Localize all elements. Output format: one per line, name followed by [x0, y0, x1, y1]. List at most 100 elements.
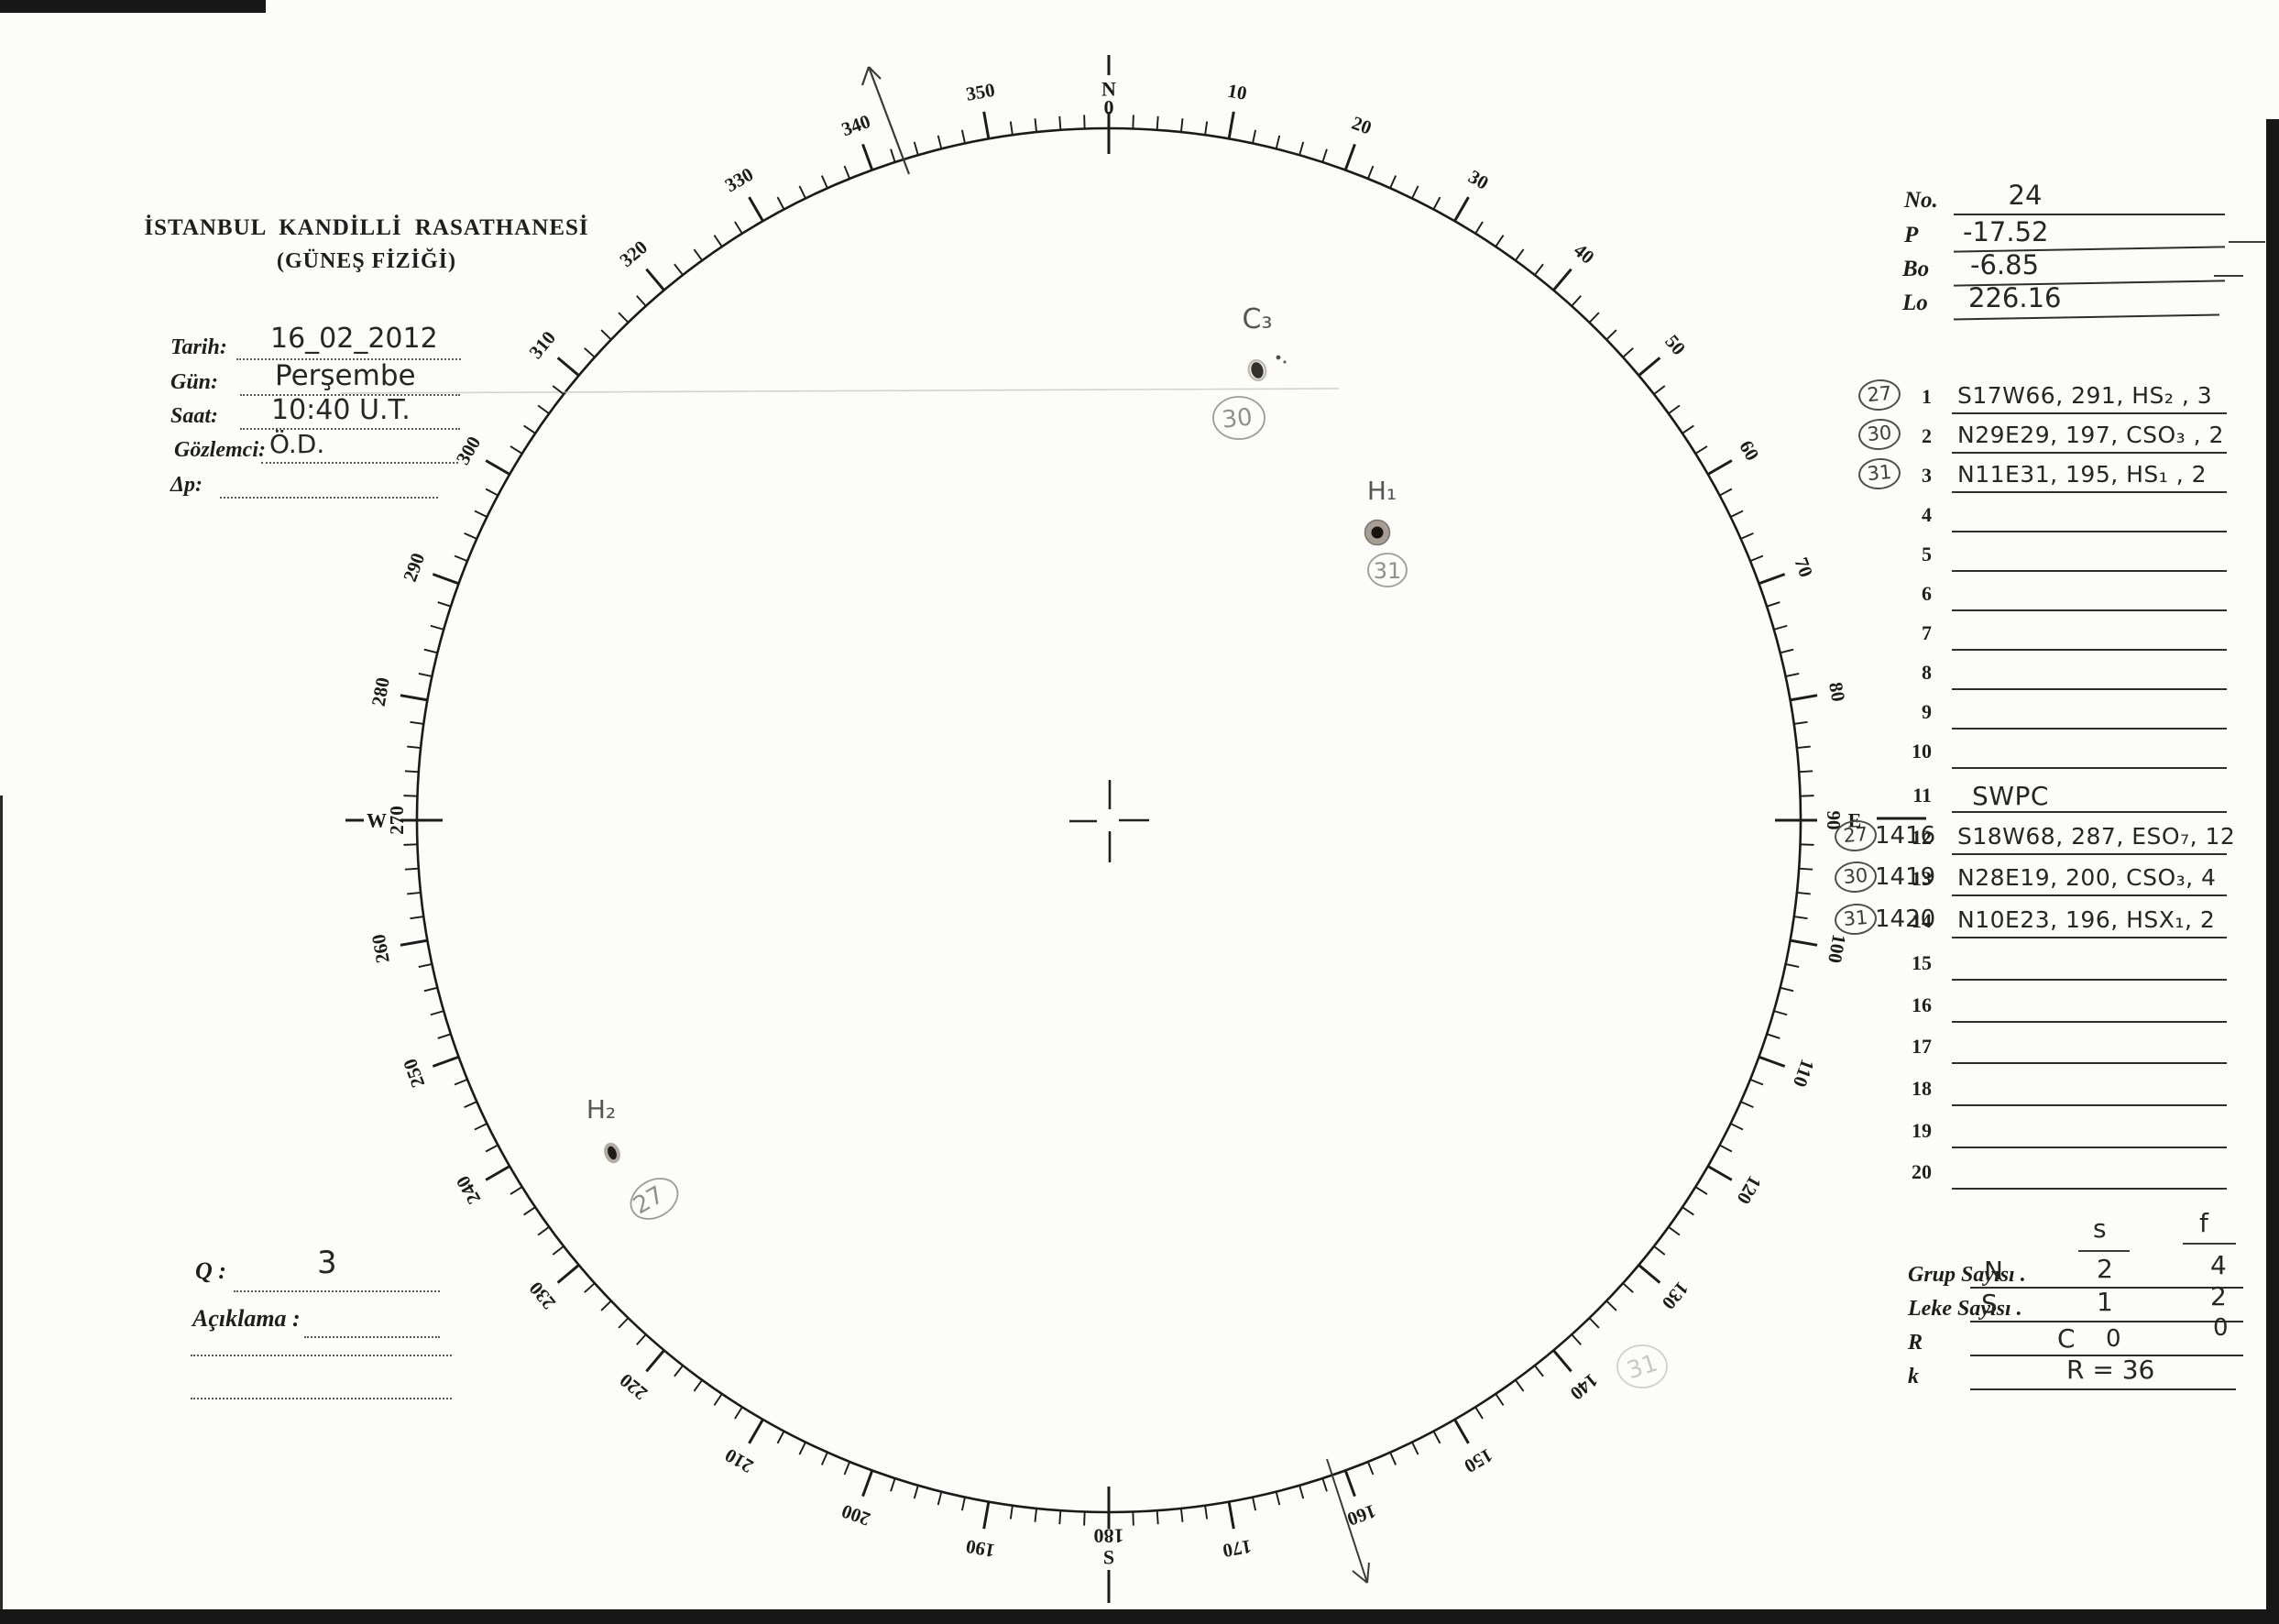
dial-tick	[1793, 916, 1808, 920]
row-line	[1952, 412, 2227, 414]
dial-tick	[423, 986, 438, 993]
dial-tick	[485, 488, 499, 497]
spot-count-line	[1970, 1321, 2243, 1322]
p-value: -17.52	[1963, 216, 2049, 247]
row-number: 7	[1922, 621, 1932, 644]
dial-tick	[1653, 1245, 1666, 1256]
dial-tick	[1411, 1442, 1419, 1455]
dial-tick	[1758, 573, 1786, 586]
west-label: W	[367, 809, 387, 832]
row-line	[1952, 937, 2227, 939]
dial-tick	[584, 347, 596, 358]
dial-tick	[509, 445, 523, 455]
sunspot-label: H₁	[1367, 476, 1397, 506]
row-number: 15	[1912, 950, 1932, 974]
spot-count-s: 1	[2097, 1287, 2113, 1317]
degree-label: 290	[399, 550, 429, 585]
sunspot-group-c3: C₃ 30	[1212, 303, 1287, 440]
east-label: E	[1848, 809, 1862, 832]
north-degree: 0	[1104, 96, 1114, 119]
row-time: 1416	[1875, 821, 1936, 850]
r-pre: C	[2057, 1323, 2076, 1354]
dial-tick	[1366, 165, 1375, 180]
p-label: P	[1904, 223, 1919, 247]
south-degree: 180	[1094, 1525, 1124, 1548]
dial-tick	[1571, 295, 1582, 307]
dial-tick	[1298, 141, 1305, 156]
dial-tick	[1132, 115, 1134, 129]
dial-tick	[1252, 1497, 1257, 1511]
dial-tick	[1495, 1393, 1505, 1406]
dial-tick	[404, 867, 419, 871]
dial-tick	[776, 1431, 785, 1444]
row-number: 8	[1922, 661, 1932, 684]
row-line	[1952, 1062, 2227, 1065]
degree-label: 280	[367, 675, 394, 708]
dial-tick	[407, 891, 422, 895]
dial-tick	[693, 248, 703, 261]
dial-tick	[1298, 1485, 1305, 1499]
dial-tick	[1343, 143, 1356, 171]
dial-tick	[1730, 510, 1744, 518]
dial-tick	[1800, 843, 1814, 846]
degree-label: 60	[1735, 436, 1763, 464]
dial-tick	[843, 1461, 851, 1476]
dial-tick	[552, 385, 564, 395]
dial-tick	[1252, 129, 1257, 144]
dial-tick	[1790, 938, 1818, 947]
dial-tick	[1766, 601, 1780, 608]
west-degree: 270	[386, 806, 408, 835]
r-label: R	[1908, 1331, 1923, 1355]
dial-tick	[1204, 121, 1209, 136]
row-number: 14	[1912, 909, 1932, 933]
row-time: 1419	[1875, 863, 1936, 892]
north-label: N	[1101, 78, 1116, 101]
dial-tick	[1571, 1333, 1582, 1345]
dial-tick	[1749, 554, 1764, 563]
scan-artifact-top	[0, 0, 266, 13]
dial-tick	[1638, 1264, 1661, 1284]
dial-tick	[1204, 1505, 1209, 1520]
dial-tick	[523, 424, 536, 434]
dial-tick	[1668, 404, 1681, 414]
dial-tick	[820, 175, 828, 189]
time-line	[240, 428, 460, 430]
dial-tick	[1534, 263, 1544, 276]
dial-tick	[403, 843, 418, 846]
dial-tick	[600, 329, 612, 341]
lo-label: Lo	[1902, 291, 1928, 315]
dial-tick	[1227, 111, 1235, 139]
dial-tick	[1058, 1510, 1062, 1525]
dial-tick	[474, 510, 488, 518]
dial-tick	[1780, 986, 1794, 993]
dial-tick	[890, 1477, 896, 1492]
dial-tick	[537, 404, 550, 414]
k-label: k	[1908, 1365, 1919, 1388]
degree-label: 80	[1824, 680, 1849, 703]
dial-tick	[674, 263, 684, 276]
row-number: 2	[1922, 424, 1932, 447]
row-line	[1952, 1188, 2227, 1191]
dial-tick	[464, 532, 477, 540]
degree-label: 230	[524, 1278, 560, 1314]
dial-tick	[1083, 1511, 1086, 1526]
sunspot-group-h1: H₁ 31	[1364, 476, 1408, 587]
time-label: Saat:	[170, 404, 219, 428]
dial-tick	[1321, 1477, 1328, 1492]
group-number: 30	[1221, 403, 1254, 433]
s-header-line	[2078, 1250, 2130, 1252]
dial-tick	[556, 357, 580, 377]
bo-value: -6.85	[1970, 249, 2040, 280]
degree-label: 250	[399, 1056, 429, 1091]
dial-tick	[748, 1419, 764, 1444]
row-line	[1952, 1020, 2227, 1023]
dial-tick	[1785, 963, 1800, 969]
rotation-arrow-south	[1326, 1458, 1370, 1584]
dial-tick	[1682, 1206, 1694, 1216]
dial-tick	[1682, 424, 1694, 434]
center-crosshair	[1069, 780, 1149, 862]
day-line	[240, 394, 460, 396]
dial-tick	[1009, 121, 1013, 136]
delta-p-label: Δp:	[170, 473, 203, 497]
